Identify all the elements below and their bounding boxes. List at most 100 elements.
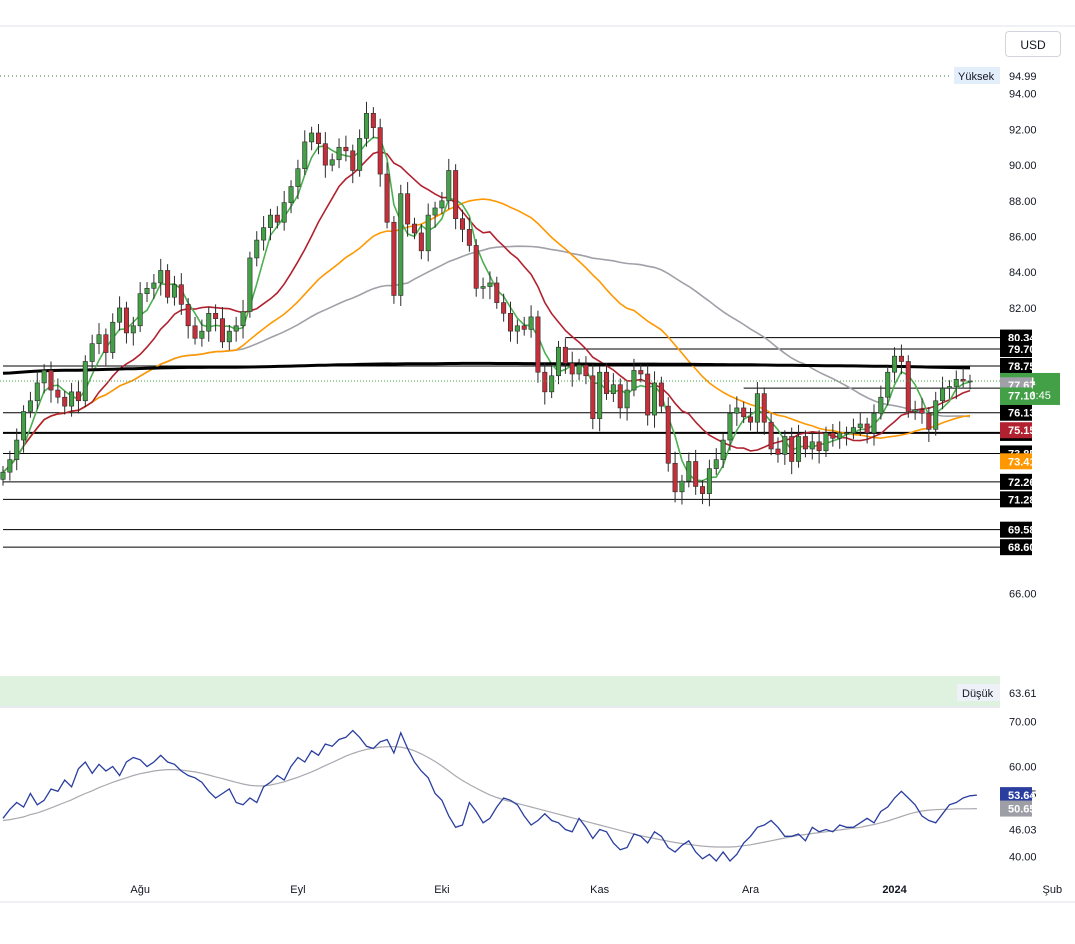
candle-down — [926, 412, 932, 430]
candle-up — [679, 480, 685, 493]
candle-down — [103, 334, 109, 353]
candle-down — [370, 113, 376, 128]
candle-down — [213, 312, 219, 319]
candle-down — [377, 127, 383, 175]
candle-up — [514, 325, 520, 332]
candle-up — [432, 207, 438, 216]
candle-up — [130, 325, 136, 334]
candle-up — [171, 284, 177, 298]
candle-up — [254, 239, 260, 259]
candle-down — [761, 393, 767, 423]
level-label: 76.13 — [1008, 408, 1036, 420]
candle-down — [192, 325, 198, 339]
candle-down — [617, 384, 623, 409]
candle-up — [336, 146, 342, 161]
candle-up — [487, 282, 493, 287]
candle-up — [27, 400, 33, 412]
ma-value-label: 73.41 — [1008, 456, 1036, 468]
candle-up — [850, 427, 856, 434]
level-badge — [1000, 473, 1032, 490]
candle-down — [741, 407, 747, 418]
candle-up — [281, 202, 287, 223]
candle-up — [7, 459, 13, 473]
candle-up — [357, 138, 363, 171]
candle-down — [768, 421, 774, 450]
candle-up — [706, 468, 712, 494]
candle-down — [521, 325, 527, 330]
candle-down — [604, 371, 610, 394]
oscillator-value-label: 53.64 — [1008, 790, 1036, 802]
time-axis-label: Eyl — [290, 884, 305, 896]
candle-up — [844, 432, 850, 435]
level-label: 78.75 — [1008, 361, 1036, 373]
level-badge — [1000, 539, 1032, 556]
candle-up — [754, 393, 760, 423]
candle-up — [240, 311, 246, 327]
sma-200-line — [2, 361, 971, 375]
candle-down — [864, 423, 870, 434]
low-band — [0, 676, 1000, 706]
candle-down — [343, 146, 349, 152]
candle-up — [158, 270, 164, 284]
sma-slow-line — [2, 198, 971, 473]
candle-down — [405, 193, 411, 225]
candle-up — [398, 193, 404, 296]
level-label: 72.26 — [1008, 477, 1036, 489]
candle-up — [809, 441, 815, 450]
candle-up — [21, 411, 27, 441]
candle-up — [137, 293, 143, 327]
candle-down — [672, 462, 678, 493]
price-axis-tick: 90.00 — [1009, 160, 1037, 172]
candle-up — [206, 312, 212, 332]
candle-up — [892, 355, 898, 373]
candle-up — [288, 186, 294, 203]
level-label: 68.60 — [1008, 542, 1036, 554]
candle-down — [583, 364, 589, 377]
candle-up — [734, 407, 740, 414]
candle-down — [494, 282, 500, 303]
candle-up — [329, 159, 335, 166]
candle-down — [123, 307, 129, 334]
low-marker-badge — [957, 684, 1000, 701]
candle-down — [350, 150, 356, 171]
candle-down — [816, 441, 822, 452]
time-axis-label: Eki — [434, 884, 449, 896]
oscillator-axis-tick: 40.00 — [1009, 852, 1037, 864]
candle-up — [940, 387, 946, 402]
candle-up — [199, 330, 205, 339]
candle-up — [946, 386, 952, 389]
candle-up — [480, 286, 486, 289]
candle-down — [55, 389, 61, 398]
oscillator-value-badge — [1000, 787, 1032, 804]
candle-up — [0, 471, 6, 480]
candle-up — [556, 346, 562, 377]
currency-selector-button[interactable]: USD — [1005, 31, 1061, 57]
candle-up — [576, 364, 582, 375]
candle-up — [933, 400, 939, 430]
candle-up — [796, 436, 802, 462]
high-marker-badge — [954, 67, 1000, 85]
candle-down — [569, 362, 575, 375]
candle-up — [528, 316, 534, 330]
candle-up — [14, 439, 20, 460]
price-axis-tick: 84.00 — [1009, 267, 1037, 279]
ma-value-badge — [1000, 453, 1032, 470]
candles — [0, 101, 973, 507]
candle-up — [837, 432, 843, 439]
level-badge — [1000, 521, 1032, 538]
time-axis-label: Kas — [590, 884, 609, 896]
price-axis-tick: 92.00 — [1009, 124, 1037, 136]
candle-up — [261, 227, 267, 241]
candle-up — [652, 382, 658, 416]
candle-down — [418, 232, 424, 252]
candle-down — [453, 170, 459, 219]
candle-up — [267, 214, 273, 228]
oscillator-axis-tick: 70.00 — [1009, 717, 1037, 729]
oscillator-axis-tick: 46.03 — [1009, 824, 1037, 836]
high-marker-value: 94.99 — [1009, 71, 1037, 83]
ma-value-label: 75.15 — [1008, 425, 1036, 437]
candle-down — [802, 436, 808, 450]
low-marker-value: 63.61 — [1009, 688, 1037, 700]
